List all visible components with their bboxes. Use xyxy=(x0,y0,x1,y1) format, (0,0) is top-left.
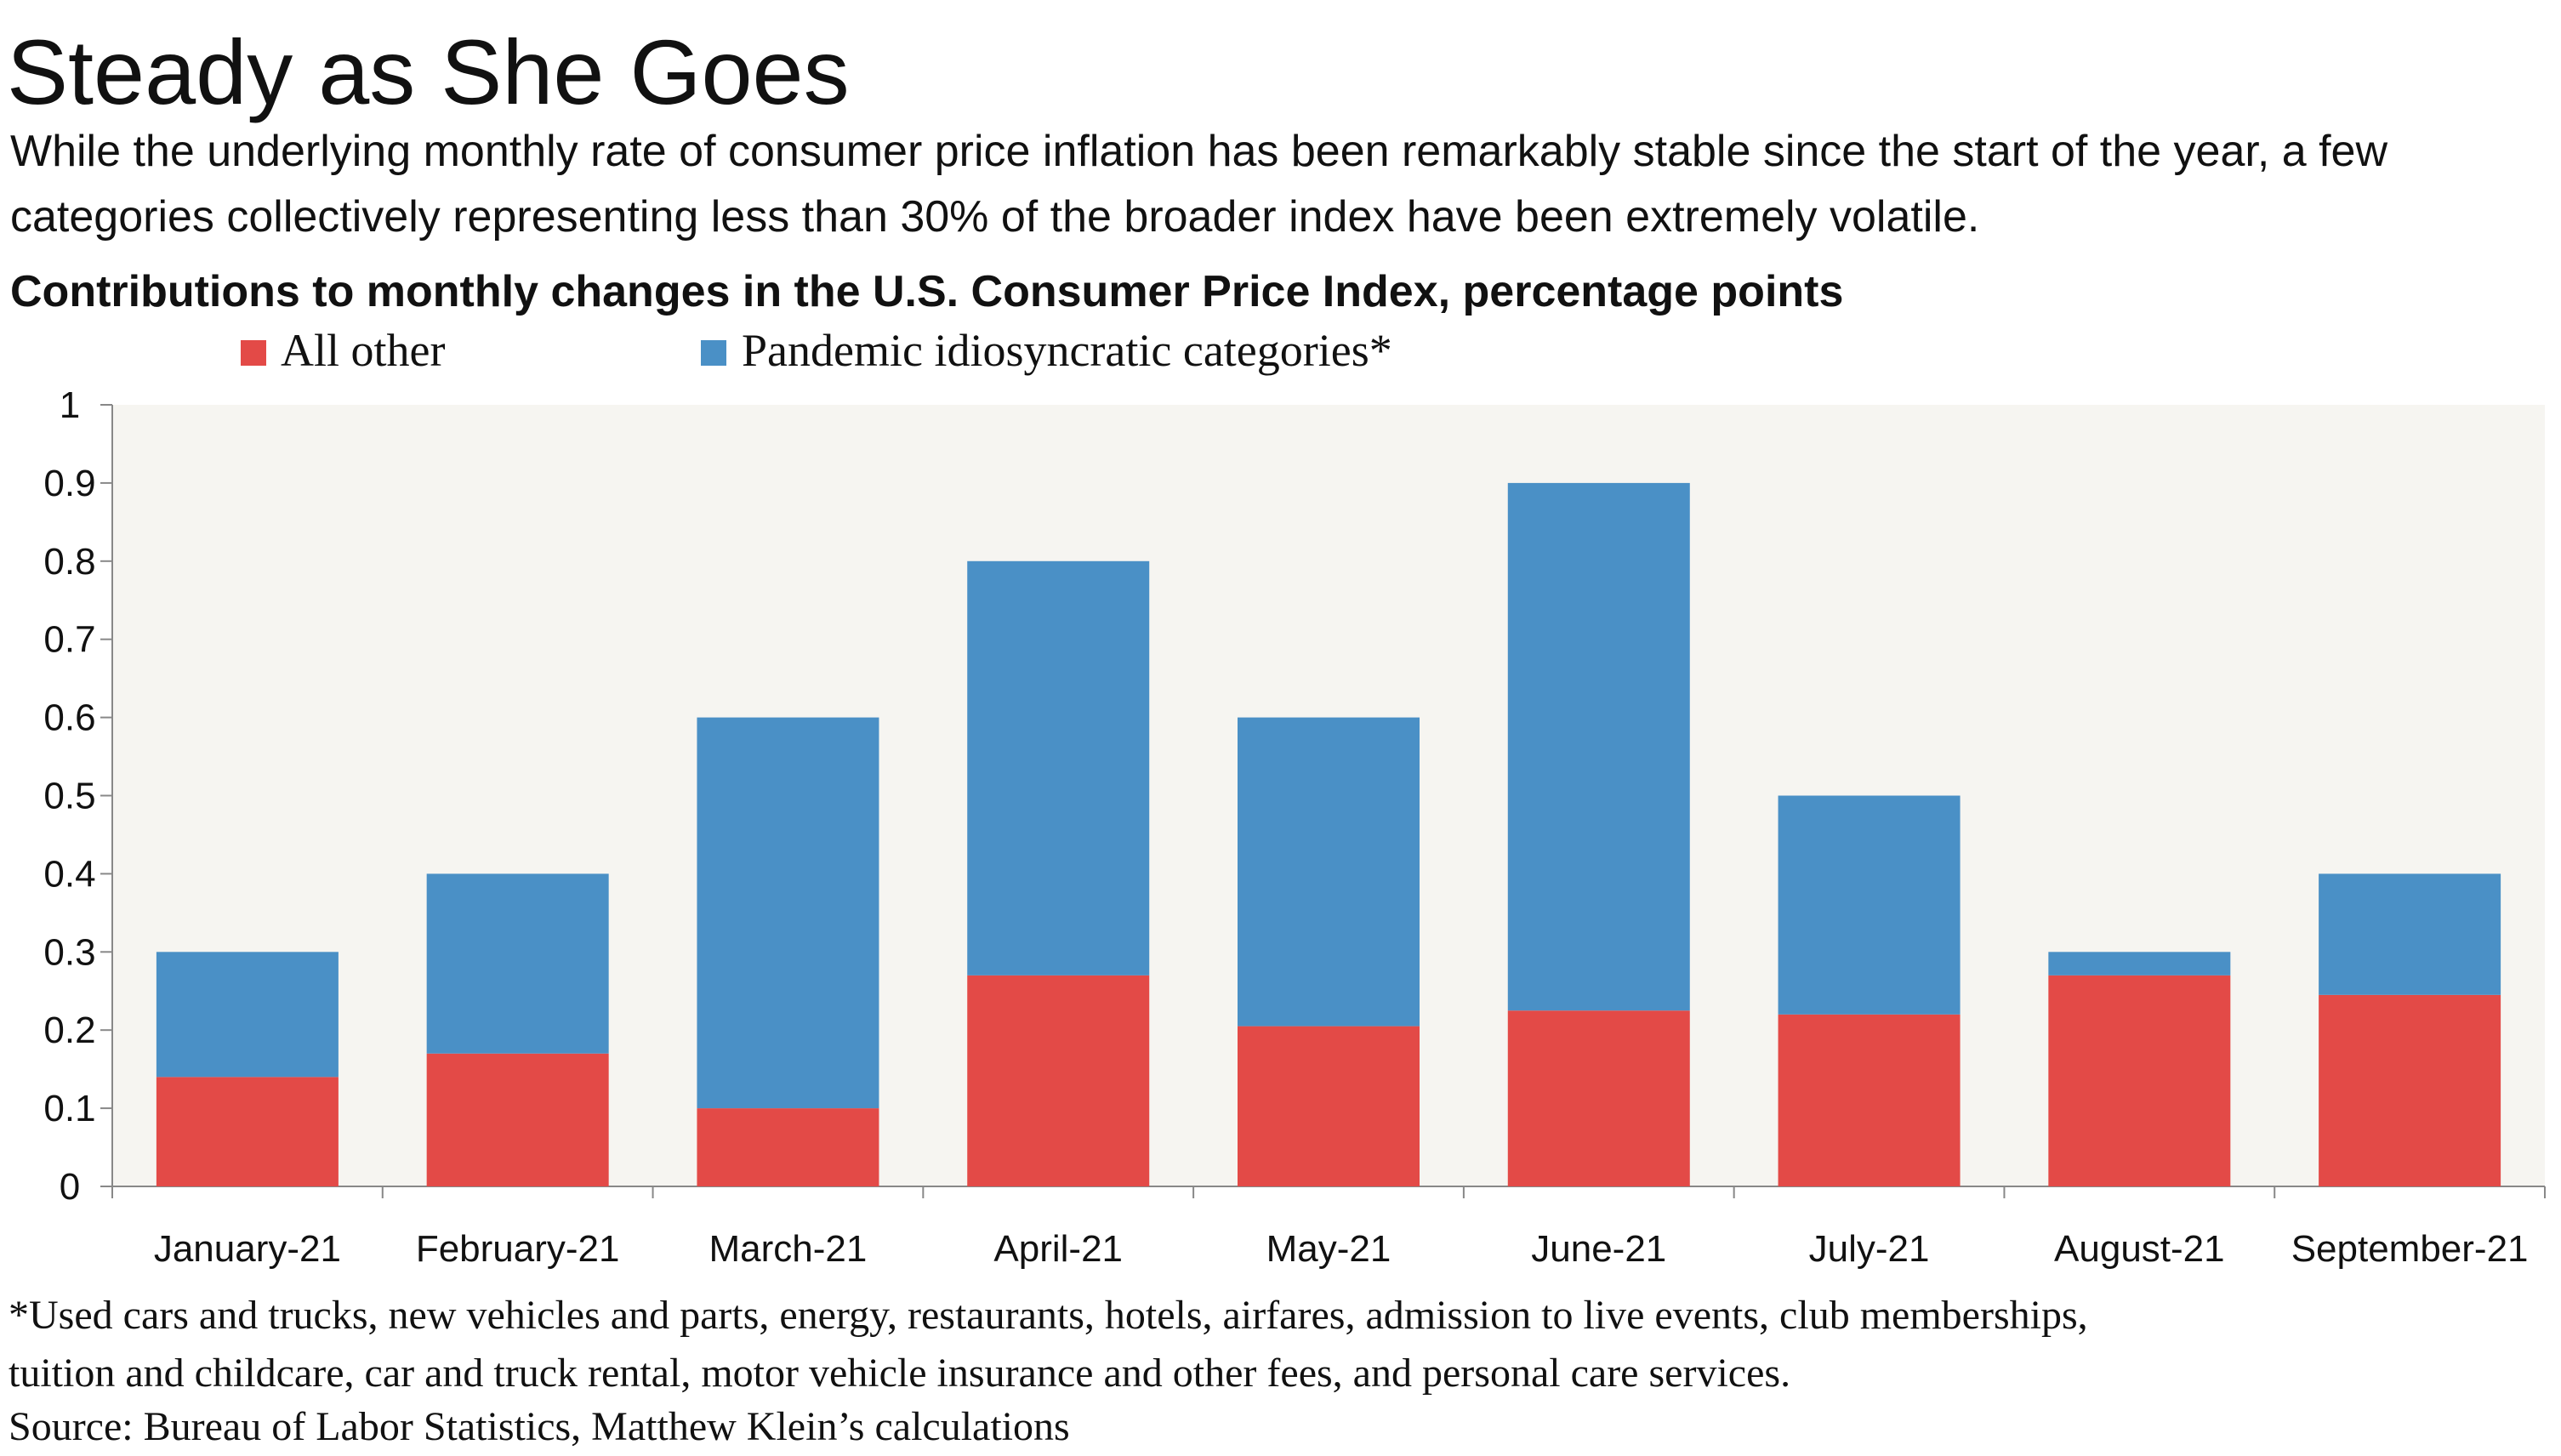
bar-pandemic-categories xyxy=(1238,717,1420,1027)
x-axis: January-21 February-21 March-21 April-21 May… xyxy=(111,1186,2546,1270)
y-axis: 0 0.1 0.2 0.3 0.4 0.5 0.6 0.7 0.8 0.9 1 xyxy=(43,384,113,1208)
bar-all-other xyxy=(967,975,1150,1186)
bar-all-other xyxy=(1507,1010,1690,1186)
legend-swatch-all-other xyxy=(241,340,266,366)
x-tick-label: January-21 xyxy=(154,1228,341,1270)
x-tick-label: June-21 xyxy=(1531,1228,1666,1270)
bar-all-other xyxy=(697,1108,879,1186)
bar-all-other xyxy=(1778,1014,1961,1186)
y-tick-label: 0.1 xyxy=(43,1088,95,1129)
bar-pandemic-categories xyxy=(426,873,609,1054)
chart-heading: Contributions to monthly changes in the … xyxy=(10,267,1843,316)
x-tick-label: March-21 xyxy=(709,1228,868,1270)
y-tick-label: 0.6 xyxy=(43,697,95,739)
bar-pandemic-categories xyxy=(1778,795,1961,1015)
footnote-line-2: tuition and childcare, car and truck ren… xyxy=(9,1351,1790,1396)
bar-pandemic-categories xyxy=(697,717,879,1109)
bar-all-other xyxy=(426,1053,609,1186)
y-tick-label: 0.9 xyxy=(43,463,95,504)
x-tick-label: May-21 xyxy=(1266,1228,1391,1270)
bar-all-other xyxy=(1238,1026,1420,1186)
subtitle-line-1: While the underlying monthly rate of con… xyxy=(10,127,2387,176)
legend-label-pandemic: Pandemic idiosyncratic categories* xyxy=(742,325,1392,376)
bar-pandemic-categories xyxy=(2319,873,2501,995)
y-tick-label: 0.2 xyxy=(43,1010,95,1051)
bar-pandemic-categories xyxy=(2048,952,2231,975)
legend-label-all-other: All other xyxy=(281,325,445,376)
x-tick-label: September-21 xyxy=(2291,1228,2529,1270)
bars xyxy=(156,482,2501,1186)
y-tick-label: 0 xyxy=(60,1166,80,1208)
x-tick-label: July-21 xyxy=(1809,1228,1930,1270)
subtitle-line-2: categories collectively representing les… xyxy=(10,192,1979,242)
x-tick-label: April-21 xyxy=(993,1228,1123,1270)
bar-all-other xyxy=(2319,994,2501,1186)
source: Source: Bureau of Labor Statistics, Matt… xyxy=(9,1404,1070,1449)
y-tick-label: 0.4 xyxy=(43,853,95,895)
bar-pandemic-categories xyxy=(1507,482,1690,1011)
y-tick-label: 1 xyxy=(60,384,80,426)
legend: All other Pandemic idiosyncratic categor… xyxy=(241,325,1392,376)
y-tick-label: 0.7 xyxy=(43,619,95,661)
footnote-line-1: *Used cars and trucks, new vehicles and … xyxy=(9,1293,2088,1338)
x-tick-label: August-21 xyxy=(2054,1228,2225,1270)
y-tick-label: 0.3 xyxy=(43,931,95,973)
y-tick-label: 0.5 xyxy=(43,776,95,817)
bar-pandemic-categories xyxy=(967,560,1150,975)
chart-title: Steady as She Goes xyxy=(7,20,850,123)
bar-all-other xyxy=(156,1077,339,1186)
y-tick-label: 0.8 xyxy=(43,541,95,583)
bar-all-other xyxy=(2048,975,2231,1186)
bar-pandemic-categories xyxy=(156,952,339,1078)
legend-swatch-pandemic xyxy=(701,340,726,366)
x-tick-label: February-21 xyxy=(416,1228,620,1270)
